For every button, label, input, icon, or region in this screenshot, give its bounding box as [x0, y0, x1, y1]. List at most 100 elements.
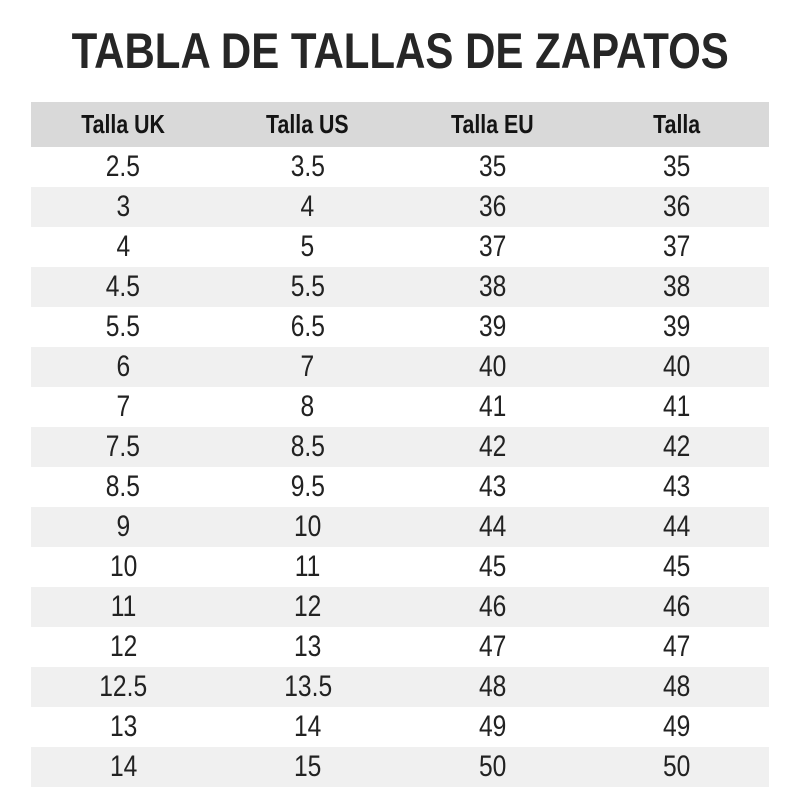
table-cell-value: 4	[116, 230, 131, 263]
column-header: Talla US	[215, 102, 400, 147]
table-cell-value: 5	[300, 230, 315, 263]
table-row: 12 13 47 47	[31, 627, 769, 667]
title-section: TABLA DE TALLAS DE ZAPATOS	[0, 22, 800, 82]
table-cell: 37	[400, 227, 585, 267]
column-header: Talla	[584, 102, 769, 147]
table-cell: 13	[31, 707, 216, 747]
table-cell-value: 45	[663, 550, 691, 583]
table-cell: 35	[400, 147, 585, 187]
table-cell: 42	[585, 427, 770, 467]
table-row: 7.5 8.5 42 42	[31, 427, 769, 467]
table-cell: 40	[400, 347, 585, 387]
table-cell-value: 50	[663, 750, 691, 783]
table-cell-value: 11	[294, 550, 321, 583]
table-cell: 45	[400, 547, 585, 587]
table-cell: 44	[585, 507, 770, 547]
table-cell: 11	[216, 547, 401, 587]
table-cell-value: 7	[300, 350, 315, 383]
table-cell: 11	[31, 587, 216, 627]
table-cell: 12	[216, 587, 401, 627]
table-cell-value: 45	[478, 550, 506, 583]
table-row: 7 8 41 41	[31, 387, 769, 427]
table-cell: 3.5	[216, 147, 401, 187]
table-cell: 8.5	[216, 427, 401, 467]
table-cell-value: 35	[663, 150, 691, 183]
table-cell-value: 42	[663, 430, 691, 463]
table-cell-value: 3	[116, 190, 131, 223]
table-cell: 4	[216, 187, 401, 227]
table-cell: 49	[400, 707, 585, 747]
table-cell-value: 38	[478, 270, 506, 303]
table-cell-value: 40	[663, 350, 691, 383]
table-cell: 47	[585, 627, 770, 667]
table-cell-value: 2.5	[106, 150, 141, 183]
table-cell-value: 4	[300, 190, 315, 223]
table-cell: 13.5	[216, 667, 401, 707]
table-cell-value: 5.5	[290, 270, 325, 303]
table-cell: 7	[31, 387, 216, 427]
table-cell: 9.5	[216, 467, 401, 507]
table-cell-value: 48	[663, 670, 691, 703]
table-row: 10 11 45 45	[31, 547, 769, 587]
table-row: 5.5 6.5 39 39	[31, 307, 769, 347]
table-cell-value: 50	[478, 750, 506, 783]
table-cell: 5	[216, 227, 401, 267]
table-cell-value: 37	[663, 230, 691, 263]
table-cell-value: 14	[109, 750, 137, 783]
column-header: Talla UK	[31, 102, 216, 147]
column-header-label: Talla UK	[81, 109, 166, 139]
table-cell: 36	[400, 187, 585, 227]
table-cell-value: 12	[294, 590, 322, 623]
table-row: 13 14 49 49	[31, 707, 769, 747]
table-cell: 37	[585, 227, 770, 267]
table-cell: 40	[585, 347, 770, 387]
table-cell-value: 47	[478, 630, 506, 663]
table-cell-value: 38	[663, 270, 691, 303]
table-cell-value: 41	[478, 390, 506, 423]
table-cell-value: 36	[478, 190, 506, 223]
table-cell: 36	[585, 187, 770, 227]
table-cell-value: 6	[116, 350, 131, 383]
table-cell: 14	[216, 707, 401, 747]
page-title: TABLA DE TALLAS DE ZAPATOS	[71, 23, 729, 79]
table-cell-value: 35	[478, 150, 506, 183]
table-cell: 7	[216, 347, 401, 387]
table-cell-value: 12	[109, 630, 137, 663]
table-cell: 49	[585, 707, 770, 747]
table-cell-value: 9.5	[290, 470, 325, 503]
table-cell: 10	[216, 507, 401, 547]
table-cell-value: 13.5	[283, 670, 332, 703]
table-cell-value: 5.5	[106, 310, 141, 343]
table-cell-value: 46	[478, 590, 506, 623]
table-cell-value: 41	[663, 390, 691, 423]
table-cell-value: 13	[294, 630, 322, 663]
table-cell: 4	[31, 227, 216, 267]
table-body: 2.5 3.5 35 35 3 4 36 36 4 5 37 37 4.5 5.5 38 38 5.5 6.5 39…	[31, 147, 769, 787]
table-cell: 7.5	[31, 427, 216, 467]
table-cell: 50	[400, 747, 585, 787]
column-header-label: Talla US	[266, 109, 350, 139]
table-cell: 5.5	[216, 267, 401, 307]
table-cell-value: 44	[478, 510, 506, 543]
table-cell-value: 8.5	[106, 470, 141, 503]
table-cell: 48	[585, 667, 770, 707]
table-cell-value: 12.5	[99, 670, 148, 703]
table-cell: 5.5	[31, 307, 216, 347]
table-cell-value: 43	[663, 470, 691, 503]
table-cell: 45	[585, 547, 770, 587]
table-row: 9 10 44 44	[31, 507, 769, 547]
table-cell-value: 37	[478, 230, 506, 263]
table-cell-value: 14	[294, 710, 322, 743]
table-cell: 8	[216, 387, 401, 427]
table-cell: 14	[31, 747, 216, 787]
table-cell-value: 42	[478, 430, 506, 463]
table-cell-value: 8	[300, 390, 315, 423]
table-cell-value: 3.5	[290, 150, 325, 183]
table-head: Talla UK Talla US Talla EU Talla	[31, 102, 769, 147]
table-cell-value: 40	[478, 350, 506, 383]
table-row: 6 7 40 40	[31, 347, 769, 387]
table-cell: 3	[31, 187, 216, 227]
table-cell-value: 7.5	[106, 430, 141, 463]
table-cell: 46	[400, 587, 585, 627]
column-header-label: Talla	[653, 109, 701, 139]
